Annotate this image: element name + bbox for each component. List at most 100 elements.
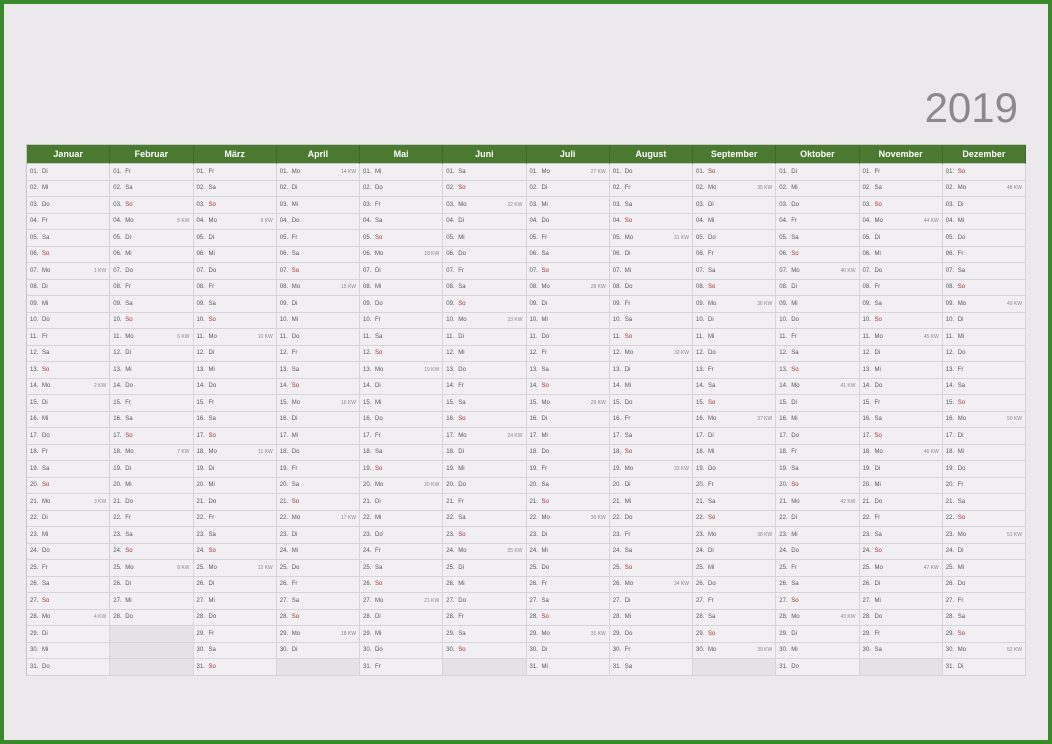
day-abbr: Mi (42, 647, 48, 653)
day-number: 16. (863, 416, 875, 422)
day-abbr: Mo (375, 482, 383, 488)
day-cell: 10.So (110, 313, 193, 330)
day-abbr: Mo (791, 268, 799, 274)
day-cell: 16.Sa (110, 412, 193, 429)
day-number: 13. (30, 367, 42, 373)
day-cell: 11.Mi (693, 329, 776, 346)
day-number: 09. (30, 301, 42, 307)
day-number: 15. (779, 400, 791, 406)
day-abbr: Mi (458, 235, 464, 241)
day-abbr: Do (542, 218, 550, 224)
day-cell: 08.Mo15 KW (277, 280, 360, 297)
day-number: 02. (946, 185, 958, 191)
day-number: 22. (113, 515, 125, 521)
day-number: 28. (363, 614, 375, 620)
day-abbr: Sa (791, 350, 798, 356)
day-cell: 18.Mo11 KW (194, 445, 277, 462)
day-cell: 30.Mi (776, 643, 859, 660)
day-abbr: So (209, 317, 216, 323)
day-number: 27. (280, 598, 292, 604)
day-cell: 05.Do (943, 230, 1026, 247)
day-cell: 01.Di (27, 164, 110, 181)
day-abbr: Mo (375, 598, 383, 604)
day-cell: 04.Mo5 KW (110, 214, 193, 231)
day-number: 12. (197, 350, 209, 356)
day-cell: 23.Sa (860, 527, 943, 544)
day-abbr: So (375, 466, 382, 472)
day-number: 27. (446, 598, 458, 604)
day-number: 31. (30, 664, 42, 670)
day-cell: 05.Di (860, 230, 943, 247)
day-number: 05. (30, 235, 42, 241)
day-abbr: Do (292, 218, 300, 224)
day-cell: 15.Mo16 KW (277, 395, 360, 412)
day-abbr: Mo (292, 631, 300, 637)
day-number: 03. (113, 202, 125, 208)
day-abbr: Mi (458, 350, 464, 356)
day-number: 06. (946, 251, 958, 257)
day-number: 24. (197, 548, 209, 554)
day-cell: 20.Sa (527, 478, 610, 495)
day-number: 19. (613, 466, 625, 472)
day-abbr: Sa (458, 400, 465, 406)
day-cell: 06.Mi (194, 247, 277, 264)
day-number: 09. (613, 301, 625, 307)
day-abbr: Mo (542, 515, 550, 521)
day-number: 12. (280, 350, 292, 356)
day-number: 02. (30, 185, 42, 191)
day-abbr: Sa (292, 367, 299, 373)
day-cell: 01.Fr (194, 164, 277, 181)
day-abbr: Fr (791, 334, 797, 340)
day-cell: 19.Do (943, 461, 1026, 478)
day-number: 05. (779, 235, 791, 241)
day-cell: 30.Sa (194, 643, 277, 660)
day-cell: 28.Do (194, 610, 277, 627)
day-number: 29. (197, 631, 209, 637)
day-cell: 10.Do (776, 313, 859, 330)
day-cell: 24.So (194, 544, 277, 561)
day-abbr: So (375, 581, 382, 587)
day-cell: 31.Fr (360, 659, 443, 676)
day-abbr: Mi (791, 647, 797, 653)
day-number: 27. (113, 598, 125, 604)
month-header: März (194, 145, 277, 164)
day-cell: 19.Di (860, 461, 943, 478)
week-number: 4 KW (94, 614, 106, 620)
day-number: 30. (863, 647, 875, 653)
day-number: 05. (197, 235, 209, 241)
day-cell: 13.Do (443, 362, 526, 379)
day-cell: 08.Di (776, 280, 859, 297)
day-abbr: Mo (458, 202, 466, 208)
day-cell: 16.Sa (860, 412, 943, 429)
day-number: 06. (363, 251, 375, 257)
day-cell: 06.Di (610, 247, 693, 264)
day-abbr: Do (125, 499, 133, 505)
day-abbr: Sa (458, 284, 465, 290)
day-number: 05. (363, 235, 375, 241)
day-cell: 15.Mo29 KW (527, 395, 610, 412)
day-cell: 28.Do (110, 610, 193, 627)
day-number: 25. (363, 565, 375, 571)
day-abbr: Mi (375, 631, 381, 637)
day-number: 30. (197, 647, 209, 653)
day-abbr: Di (875, 350, 881, 356)
day-abbr: Sa (875, 185, 882, 191)
day-cell: 03.So (194, 197, 277, 214)
day-number: 24. (696, 548, 708, 554)
day-abbr: Mi (791, 532, 797, 538)
calendar-grid: Januar01.Di02.Mi03.Do04.Fr05.Sa06.So07.M… (26, 144, 1026, 676)
day-abbr: So (542, 614, 549, 620)
day-abbr: Do (875, 614, 883, 620)
day-number: 22. (863, 515, 875, 521)
day-cell: 08.Mi (360, 280, 443, 297)
day-number: 12. (946, 350, 958, 356)
day-number: 11. (197, 334, 209, 340)
day-number: 17. (696, 433, 708, 439)
day-abbr: Di (875, 235, 881, 241)
day-cell: 14.Mo2 KW (27, 379, 110, 396)
day-abbr: Mo (708, 416, 716, 422)
day-abbr: Di (958, 433, 964, 439)
day-abbr: Fr (42, 565, 48, 571)
day-number: 29. (363, 631, 375, 637)
day-cell: 03.Di (693, 197, 776, 214)
